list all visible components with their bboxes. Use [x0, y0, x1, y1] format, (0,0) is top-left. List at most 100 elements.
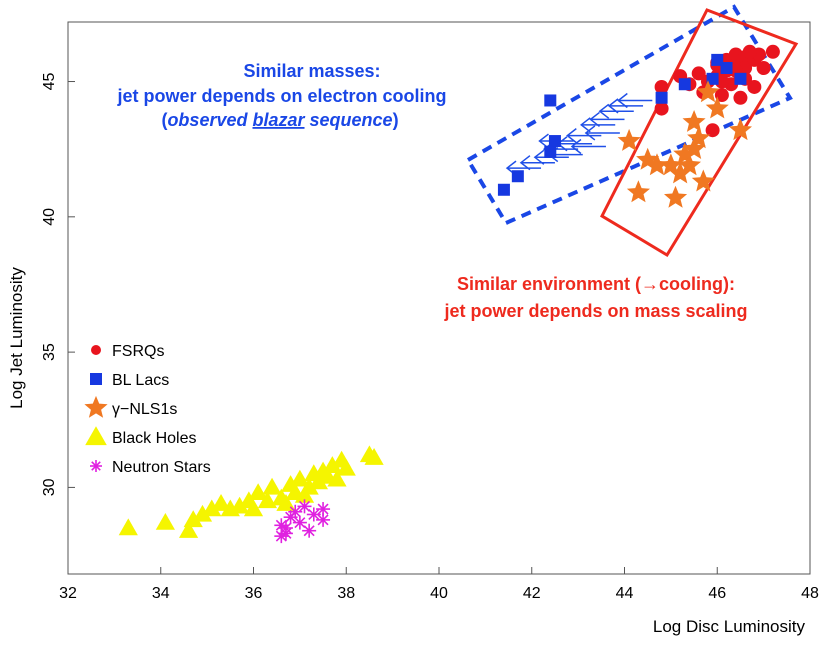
annotation-blue-line-2: jet power depends on electron cooling [116, 86, 446, 106]
data-point [626, 180, 650, 203]
annotation-blue-italic-2: blazar [252, 110, 305, 130]
data-point [720, 62, 733, 74]
data-point [734, 72, 747, 85]
data-point [677, 153, 701, 176]
y-tick-label: 30 [41, 478, 58, 496]
data-point [705, 123, 720, 138]
legend-label: Black Holes [112, 430, 196, 447]
data-point [711, 53, 724, 66]
data-point [229, 496, 250, 514]
data-point [192, 504, 213, 522]
data-point [155, 512, 175, 530]
data-point [682, 110, 706, 132]
legend-label: Neutron Stars [112, 459, 211, 476]
legend-marker [91, 345, 101, 355]
series-black-holes [118, 445, 384, 538]
data-point [302, 523, 317, 538]
data-point [765, 44, 780, 59]
region-boxes [465, 4, 799, 258]
data-point [364, 448, 384, 465]
data-point [308, 472, 329, 490]
data-point [598, 103, 634, 119]
x-tick-label: 44 [616, 585, 634, 602]
annotation-blue-line-3: (observed blazar sequence) [161, 110, 398, 130]
annotation-blue-close: ) [393, 110, 399, 130]
annotation-blue: Similar masses: jet power depends on ele… [116, 61, 446, 130]
data-point [211, 494, 231, 511]
data-point [294, 485, 315, 503]
plot-frame [67, 21, 811, 575]
red-solid-region [600, 8, 799, 258]
data-point [336, 458, 356, 476]
x-tick-label: 38 [337, 585, 355, 602]
series-bl-lacs [497, 53, 747, 196]
data-point [306, 507, 321, 522]
data-point [511, 170, 524, 183]
data-point [678, 78, 691, 91]
data-point [544, 145, 557, 158]
data-point [288, 504, 303, 519]
legend-marker [84, 395, 108, 418]
data-point [742, 44, 757, 59]
data-point [682, 137, 706, 159]
data-point [178, 521, 199, 538]
x-tick-label: 46 [708, 585, 726, 602]
data-point [691, 169, 715, 192]
data-point [297, 499, 312, 514]
data-point [617, 128, 641, 151]
legend-label: FSRQs [112, 343, 164, 360]
data-point [687, 126, 711, 149]
series--nls1s [617, 80, 752, 208]
data-point [728, 118, 752, 141]
x-axis-ticks: 32 34 36 38 40 42 44 46 48 [59, 567, 819, 602]
data-point [290, 469, 310, 487]
data-point [548, 135, 561, 148]
data-point [570, 138, 606, 155]
data-point [248, 483, 268, 501]
data-point [696, 80, 720, 103]
data-point [202, 499, 222, 517]
data-point [322, 456, 342, 473]
legend-marker [85, 426, 107, 446]
legend-marker [90, 460, 102, 472]
annotation-blue-line-1: Similar masses: [243, 61, 380, 81]
annotation-blue-italic-1: observed [167, 110, 252, 130]
annotation-blue-open: ( [161, 110, 167, 130]
data-marks [118, 44, 780, 544]
legend-marker [90, 373, 102, 385]
data-point [706, 72, 719, 85]
data-point [705, 96, 729, 119]
annotation-blue-italic-3: sequence [305, 110, 393, 130]
data-point [497, 183, 510, 196]
data-point [544, 94, 557, 107]
data-point [584, 125, 620, 141]
data-point [183, 510, 203, 528]
data-point [292, 515, 307, 530]
x-axis-title: Log Disc Luminosity [653, 617, 806, 636]
series-arrows [505, 92, 653, 176]
x-tick-label: 34 [152, 585, 170, 602]
data-point [278, 526, 293, 541]
x-tick-label: 32 [59, 585, 77, 602]
data-point [316, 512, 331, 527]
data-point [714, 88, 729, 103]
data-point [747, 79, 762, 94]
y-tick-label: 45 [41, 73, 58, 91]
x-tick-label: 40 [430, 585, 448, 602]
data-point [654, 79, 669, 94]
data-point [617, 92, 653, 109]
legend-label: γ−NLS1s [112, 401, 177, 418]
data-point [262, 477, 282, 495]
annotation-red-line-2: jet power depends on mass scaling [443, 301, 747, 321]
legend-label: BL Lacs [112, 372, 169, 389]
data-point [654, 101, 669, 116]
data-point [243, 499, 264, 517]
data-point [756, 61, 771, 75]
data-point [580, 117, 616, 133]
annotation-red-line-1: Similar environment (→cooling): [457, 274, 735, 294]
x-tick-label: 42 [523, 585, 541, 602]
x-tick-label: 36 [245, 585, 263, 602]
data-point [659, 153, 683, 176]
data-point [691, 66, 706, 81]
